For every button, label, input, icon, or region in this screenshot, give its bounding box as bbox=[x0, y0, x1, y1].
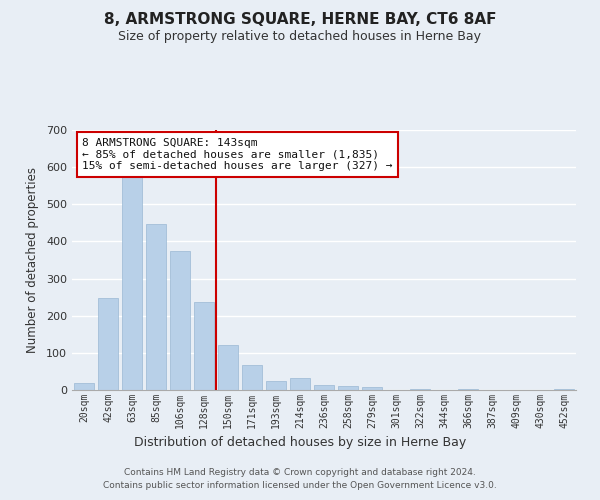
Bar bbox=[122, 174, 142, 390]
Bar bbox=[74, 384, 94, 390]
Bar bbox=[338, 386, 358, 390]
Y-axis label: Number of detached properties: Number of detached properties bbox=[26, 167, 39, 353]
Bar bbox=[218, 346, 238, 390]
Text: 8, ARMSTRONG SQUARE, HERNE BAY, CT6 8AF: 8, ARMSTRONG SQUARE, HERNE BAY, CT6 8AF bbox=[104, 12, 496, 28]
Text: Contains HM Land Registry data © Crown copyright and database right 2024.: Contains HM Land Registry data © Crown c… bbox=[124, 468, 476, 477]
Bar bbox=[410, 389, 430, 390]
Bar bbox=[170, 252, 190, 390]
Text: 8 ARMSTRONG SQUARE: 143sqm
← 85% of detached houses are smaller (1,835)
15% of s: 8 ARMSTRONG SQUARE: 143sqm ← 85% of deta… bbox=[82, 138, 392, 171]
Text: Size of property relative to detached houses in Herne Bay: Size of property relative to detached ho… bbox=[119, 30, 482, 43]
Bar bbox=[194, 302, 214, 390]
Bar bbox=[98, 298, 118, 390]
Text: Distribution of detached houses by size in Herne Bay: Distribution of detached houses by size … bbox=[134, 436, 466, 449]
Bar bbox=[146, 224, 166, 390]
Bar bbox=[314, 385, 334, 390]
Bar bbox=[242, 364, 262, 390]
Bar bbox=[266, 381, 286, 390]
Bar bbox=[362, 388, 382, 390]
Text: Contains public sector information licensed under the Open Government Licence v3: Contains public sector information licen… bbox=[103, 480, 497, 490]
Bar bbox=[290, 378, 310, 390]
